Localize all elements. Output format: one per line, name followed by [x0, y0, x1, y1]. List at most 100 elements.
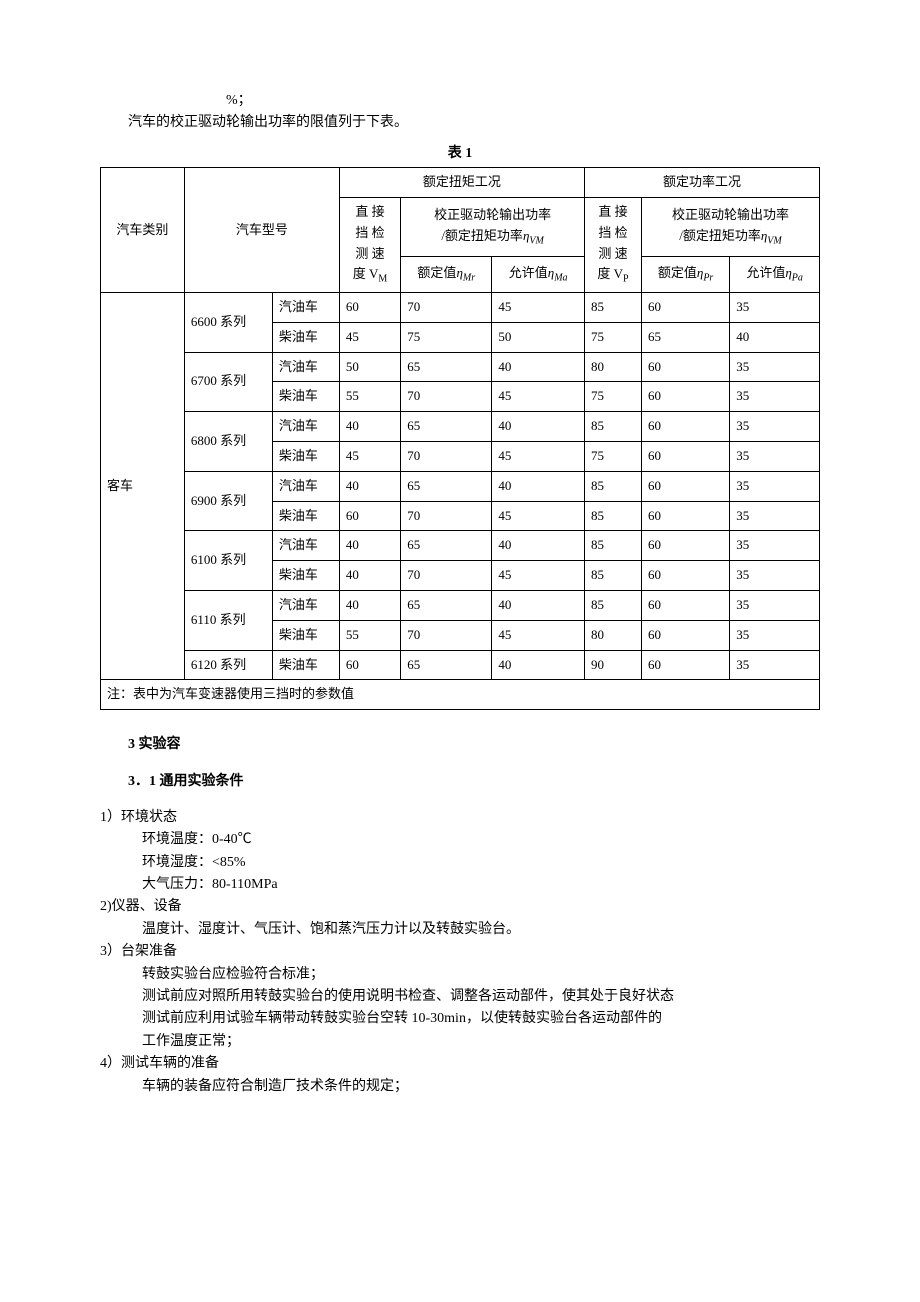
pr-cell: 60: [641, 471, 729, 501]
item-3-b: 测试前应对照所用转鼓实验台的使用说明书检查、调整各运动部件，使其处于良好状态: [142, 986, 820, 1008]
mr-cell: 65: [401, 352, 492, 382]
vp-cell: 85: [584, 590, 641, 620]
ratio-vm-header: 校正驱动轮输出功率 /额定扭矩功率ηVM: [401, 197, 585, 256]
vp-cell: 75: [584, 322, 641, 352]
pr-cell: 60: [641, 412, 729, 442]
ma-cell: 40: [492, 531, 585, 561]
table-row: 6110 系列汽油车406540856035: [101, 590, 820, 620]
vm-cell: 40: [339, 590, 400, 620]
direct-gear-speed-p: 直 接 挡 检 测 速 度 VP: [584, 197, 641, 292]
pr-cell: 60: [641, 292, 729, 322]
vp-cell: 85: [584, 292, 641, 322]
pa-cell: 35: [730, 531, 820, 561]
pr-cell: 65: [641, 322, 729, 352]
torque-condition-header: 额定扭矩工况: [339, 168, 584, 198]
fuel-cell: 柴油车: [272, 441, 339, 471]
vm-cell: 55: [339, 382, 400, 412]
vm-cell: 60: [339, 501, 400, 531]
series-cell: 6600 系列: [184, 292, 272, 352]
ma-cell: 45: [492, 561, 585, 591]
fuel-cell: 汽油车: [272, 531, 339, 561]
mr-cell: 70: [401, 561, 492, 591]
fuel-cell: 柴油车: [272, 382, 339, 412]
table-caption: 表 1: [100, 143, 820, 165]
allow-ma-header: 允许值ηMa: [492, 256, 585, 292]
fuel-cell: 柴油车: [272, 561, 339, 591]
ma-cell: 45: [492, 620, 585, 650]
series-cell: 6900 系列: [184, 471, 272, 531]
mr-cell: 70: [401, 501, 492, 531]
vp-cell: 85: [584, 531, 641, 561]
item-4-head: 4）测试车辆的准备: [100, 1053, 820, 1075]
ma-cell: 45: [492, 382, 585, 412]
item-3-head: 3）台架准备: [100, 941, 820, 963]
item-2-a: 温度计、湿度计、气压计、饱和蒸汽压力计以及转鼓实验台。: [142, 919, 820, 941]
rated-mr-header: 额定值ηMr: [401, 256, 492, 292]
pa-cell: 35: [730, 590, 820, 620]
pa-cell: 35: [730, 412, 820, 442]
table-row: 6700 系列汽油车506540806035: [101, 352, 820, 382]
ma-cell: 45: [492, 292, 585, 322]
series-cell: 6800 系列: [184, 412, 272, 472]
vp-cell: 85: [584, 501, 641, 531]
fuel-cell: 柴油车: [272, 322, 339, 352]
item-4-a: 车辆的装备应符合制造厂技术条件的规定；: [142, 1076, 820, 1098]
section-3-1-title: 3．1 通用实验条件: [100, 771, 820, 793]
item-1-b: 环境湿度：<85%: [142, 852, 820, 874]
fuel-cell: 柴油车: [272, 650, 339, 680]
pa-cell: 35: [730, 471, 820, 501]
pa-cell: 35: [730, 382, 820, 412]
vp-cell: 85: [584, 471, 641, 501]
power-condition-header: 额定功率工况: [584, 168, 819, 198]
vm-cell: 45: [339, 322, 400, 352]
vm-cell: 60: [339, 650, 400, 680]
table-row: 6120 系列柴油车606540906035: [101, 650, 820, 680]
vm-cell: 40: [339, 412, 400, 442]
ma-cell: 45: [492, 501, 585, 531]
vm-cell: 40: [339, 471, 400, 501]
table-row: 6800 系列汽油车406540856035: [101, 412, 820, 442]
item-2-head: 2)仪器、设备: [100, 896, 820, 918]
intro-limit: 汽车的校正驱动轮输出功率的限值列于下表。: [100, 112, 820, 134]
table-note: 注：表中为汽车变速器使用三挡时的参数值: [101, 680, 820, 710]
ma-cell: 50: [492, 322, 585, 352]
pr-cell: 60: [641, 382, 729, 412]
col-model-header: 汽车型号: [184, 168, 339, 293]
ma-cell: 40: [492, 471, 585, 501]
ma-cell: 40: [492, 650, 585, 680]
pr-cell: 60: [641, 620, 729, 650]
item-1-head: 1）环境状态: [100, 807, 820, 829]
fuel-cell: 柴油车: [272, 620, 339, 650]
series-cell: 6120 系列: [184, 650, 272, 680]
pr-cell: 60: [641, 441, 729, 471]
ma-cell: 45: [492, 441, 585, 471]
pr-cell: 60: [641, 650, 729, 680]
pa-cell: 40: [730, 322, 820, 352]
rated-pr-header: 额定值ηPr: [641, 256, 729, 292]
fuel-cell: 汽油车: [272, 590, 339, 620]
table-row: 6900 系列汽油车406540856035: [101, 471, 820, 501]
table-note-row: 注：表中为汽车变速器使用三挡时的参数值: [101, 680, 820, 710]
fuel-cell: 汽油车: [272, 352, 339, 382]
item-3-a: 转鼓实验台应检验符合标准；: [142, 964, 820, 986]
vp-cell: 75: [584, 382, 641, 412]
mr-cell: 65: [401, 590, 492, 620]
mr-cell: 70: [401, 292, 492, 322]
item-1-a: 环境温度：0-40℃: [142, 829, 820, 851]
pr-cell: 60: [641, 352, 729, 382]
vp-cell: 80: [584, 620, 641, 650]
vm-cell: 50: [339, 352, 400, 382]
series-cell: 6700 系列: [184, 352, 272, 412]
series-cell: 6100 系列: [184, 531, 272, 591]
item-3-c: 测试前应利用试验车辆带动转鼓实验台空转 10-30min，以使转鼓实验台各运动部…: [142, 1008, 820, 1030]
pa-cell: 35: [730, 620, 820, 650]
category-cell: 客车: [101, 292, 185, 679]
pr-cell: 60: [641, 561, 729, 591]
ratio-vm-header-2: 校正驱动轮输出功率 /额定扭矩功率ηVM: [641, 197, 819, 256]
pa-cell: 35: [730, 561, 820, 591]
item-1-c: 大气压力：80-110MPa: [142, 874, 820, 896]
section-3-title: 3 实验容: [100, 734, 820, 756]
fuel-cell: 柴油车: [272, 501, 339, 531]
pr-cell: 60: [641, 501, 729, 531]
item-3-d: 工作温度正常；: [142, 1031, 820, 1053]
